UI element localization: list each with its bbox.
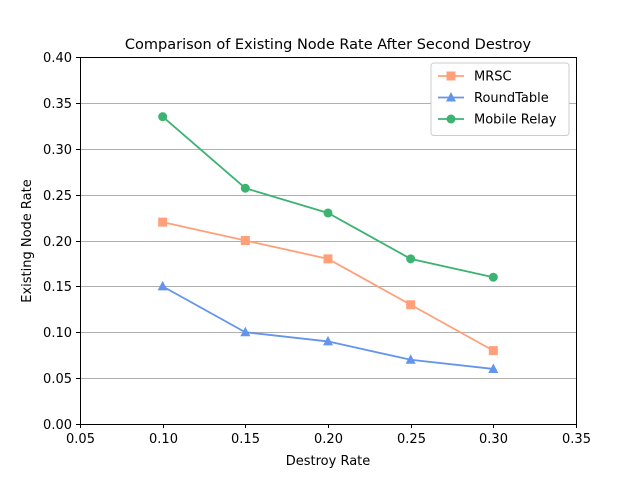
data-point-mrsc <box>323 254 333 264</box>
y-axis-label: Existing Node Rate <box>20 179 35 303</box>
y-tick-label: 0.15 <box>43 280 72 295</box>
x-tick-label: 0.05 <box>66 432 95 447</box>
data-point-mobile-relay <box>323 208 333 218</box>
legend-item-roundtable: RoundTable <box>438 91 549 106</box>
data-point-mobile-relay <box>488 272 498 282</box>
legend-label: MRSC <box>474 70 512 85</box>
series-mobile-relay <box>158 112 498 282</box>
series-mrsc <box>158 217 498 356</box>
data-point-roundtable <box>405 354 416 364</box>
y-tick-label: 0.05 <box>43 372 72 387</box>
legend-marker <box>446 71 456 81</box>
legend-box <box>430 62 570 136</box>
chart-title: Comparison of Existing Node Rate After S… <box>125 37 532 53</box>
x-tick-label: 0.20 <box>314 432 343 447</box>
y-tick-label: 0.20 <box>43 235 72 250</box>
plot-frame <box>80 57 577 425</box>
x-axis-label: Destroy Rate <box>286 454 371 469</box>
data-point-mobile-relay <box>240 183 250 193</box>
axis-ticks: 0.000.050.100.150.200.250.300.350.400.05… <box>43 51 591 447</box>
data-point-mobile-relay <box>158 112 168 122</box>
y-tick-label: 0.30 <box>43 143 72 158</box>
legend-label: RoundTable <box>474 91 549 106</box>
data-point-roundtable <box>157 280 168 291</box>
data-point-mrsc <box>158 217 168 227</box>
y-tick-label: 0.35 <box>43 97 72 112</box>
legend-marker <box>446 114 456 124</box>
y-tick-label: 0.10 <box>43 326 72 341</box>
x-tick-label: 0.10 <box>149 432 178 447</box>
y-tick-label: 0.25 <box>43 189 72 204</box>
data-point-mrsc <box>240 236 250 245</box>
data-point-roundtable <box>240 326 251 337</box>
legend-item-mrsc: MRSC <box>438 70 512 85</box>
data-point-mrsc <box>406 300 416 310</box>
y-tick-label: 0.40 <box>43 51 72 66</box>
legend-item-mobile-relay: Mobile Relay <box>438 113 557 128</box>
data-point-mrsc <box>488 346 498 356</box>
y-tick-label: 0.00 <box>43 418 72 433</box>
legend-label: Mobile Relay <box>474 113 557 128</box>
legend-marker <box>446 92 456 102</box>
series-roundtable <box>157 280 499 373</box>
data-point-roundtable <box>488 363 499 373</box>
legend: MRSC RoundTable Mobile Relay <box>430 62 570 136</box>
x-tick-label: 0.25 <box>397 432 426 447</box>
x-tick-label: 0.15 <box>231 432 260 447</box>
data-point-mobile-relay <box>406 254 416 264</box>
data-point-roundtable <box>323 335 333 346</box>
series-line-mobile-relay <box>162 115 494 279</box>
series-line-roundtable <box>162 285 494 370</box>
x-tick-label: 0.30 <box>479 432 508 447</box>
series-layer <box>157 112 499 373</box>
x-tick-label: 0.35 <box>562 432 591 447</box>
